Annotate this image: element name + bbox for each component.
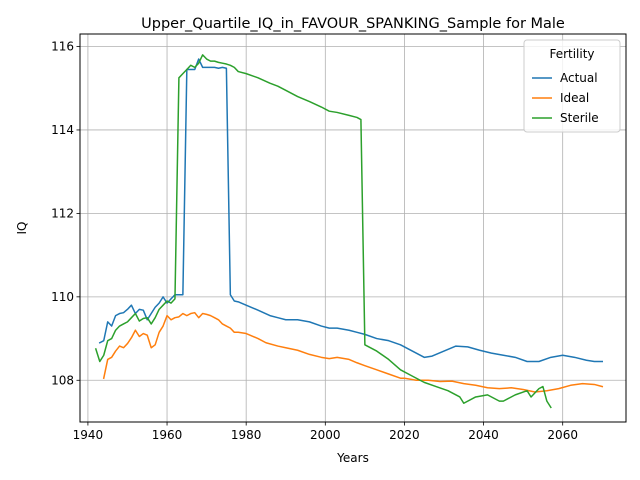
series-line-actual bbox=[98, 58, 604, 363]
legend-label-ideal: Ideal bbox=[560, 91, 589, 105]
chart-title: Upper_Quartile_IQ_in_FAVOUR_SPANKING_Sam… bbox=[141, 16, 565, 32]
plot-frame bbox=[79, 33, 627, 423]
x-tick-label: 1960 bbox=[152, 428, 183, 442]
x-tick-label: 1980 bbox=[231, 428, 262, 442]
x-tick-label: 1940 bbox=[73, 428, 104, 442]
y-tick-label: 110 bbox=[51, 290, 74, 304]
x-axis-label: Years bbox=[336, 451, 369, 465]
legend-entries: Actual Ideal Sterile bbox=[532, 71, 599, 125]
x-tick-label: 2040 bbox=[468, 428, 499, 442]
y-axis-label: IQ bbox=[15, 222, 29, 235]
y-tick-label: 108 bbox=[51, 373, 74, 387]
series-line-sterile bbox=[94, 54, 552, 409]
legend-box bbox=[523, 39, 621, 133]
x-tick-label: 2060 bbox=[547, 428, 578, 442]
legend-label-sterile: Sterile bbox=[560, 111, 599, 125]
legend: Fertility Actual Ideal Sterile bbox=[523, 39, 621, 133]
legend-label-actual: Actual bbox=[560, 71, 598, 85]
y-tick-label: 114 bbox=[51, 123, 74, 137]
series-line-ideal bbox=[102, 311, 604, 393]
axis-ticks: 1940 1960 1980 2000 2020 2040 2060 108 110 112 114… bbox=[51, 40, 578, 442]
y-tick-label: 116 bbox=[51, 40, 74, 54]
series-lines bbox=[94, 54, 604, 409]
x-tick-label: 2020 bbox=[389, 428, 420, 442]
y-tick-label: 112 bbox=[51, 206, 74, 220]
legend-title: Fertility bbox=[549, 47, 594, 61]
x-tick-label: 2000 bbox=[310, 428, 341, 442]
